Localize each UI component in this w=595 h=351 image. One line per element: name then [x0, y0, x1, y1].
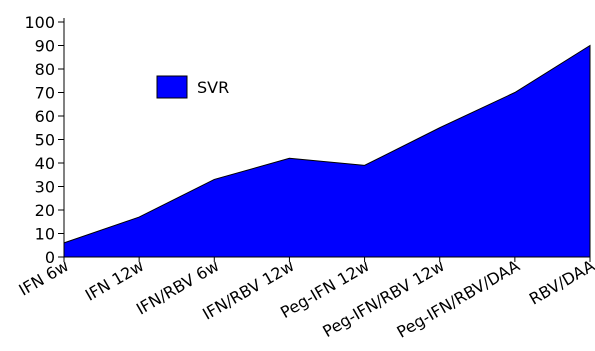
x-tick-label: RBV/DAA [526, 256, 595, 309]
y-tick-label: 40 [35, 154, 55, 173]
legend: SVR [156, 75, 229, 99]
legend-label-svr: SVR [197, 78, 229, 97]
area-series-svr [63, 44, 591, 258]
x-tick-label: Peg-IFN/RBV/DAA [393, 256, 522, 342]
y-tick-label: 80 [35, 60, 55, 79]
y-tick-label: 60 [35, 107, 55, 126]
y-tick-label: 30 [35, 178, 55, 197]
y-tick-label: 50 [35, 131, 55, 150]
y-tick-label: 10 [35, 225, 55, 244]
x-tick-label: IFN 12w [82, 256, 147, 305]
y-axis: 0 10 20 30 40 50 60 70 80 90 100 [24, 13, 65, 267]
y-tick-label: 90 [35, 37, 55, 56]
y-tick-label: 0 [45, 248, 55, 267]
y-tick-label: 70 [35, 84, 55, 103]
legend-swatch-svr [156, 75, 188, 99]
x-tick-label: IFN 6w [16, 256, 72, 300]
y-tick-label: 20 [35, 201, 55, 220]
plot-area [63, 44, 591, 258]
y-tick-label: 100 [24, 13, 55, 32]
x-tick-label: Peg-IFN/RBV 12w [319, 256, 447, 341]
